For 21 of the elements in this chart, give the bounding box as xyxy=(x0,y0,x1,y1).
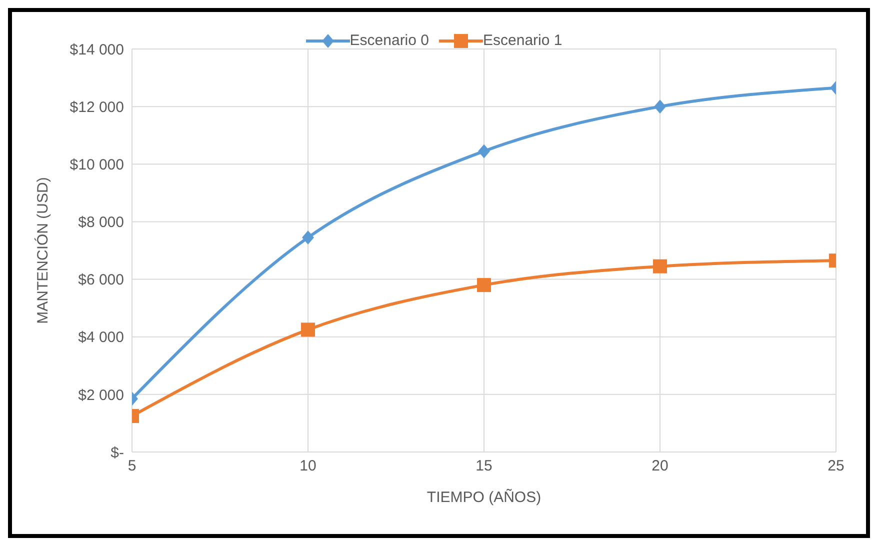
point xyxy=(653,259,667,274)
x-tick-label: 25 xyxy=(828,458,844,475)
y-tick-label: $6 000 xyxy=(78,272,124,289)
y-tick-label: $10 000 xyxy=(70,156,124,174)
x-tick-label: 20 xyxy=(652,458,668,475)
x-tick-label: 10 xyxy=(300,458,316,475)
legend-label: Escenario 1 xyxy=(483,32,562,49)
point xyxy=(654,100,666,114)
y-tick-label: $4 000 xyxy=(78,329,124,346)
x-tick-label: 15 xyxy=(476,458,492,475)
point xyxy=(477,278,491,292)
y-tick-label: $14 000 xyxy=(70,41,124,58)
x-tick-label: 5 xyxy=(128,458,136,475)
y-tick-label: $- xyxy=(110,444,124,462)
y-tick-label: $12 000 xyxy=(70,98,124,116)
y-axis-title: MANTENCIÓN (USD) xyxy=(33,177,52,324)
x-axis-title: TIEMPO (AÑOS) xyxy=(426,488,542,506)
point xyxy=(478,144,490,158)
y-tick-label: $2 000 xyxy=(78,386,124,404)
y-tick-label: $8 000 xyxy=(78,214,124,232)
legend-label: Escenario 0 xyxy=(350,32,429,49)
